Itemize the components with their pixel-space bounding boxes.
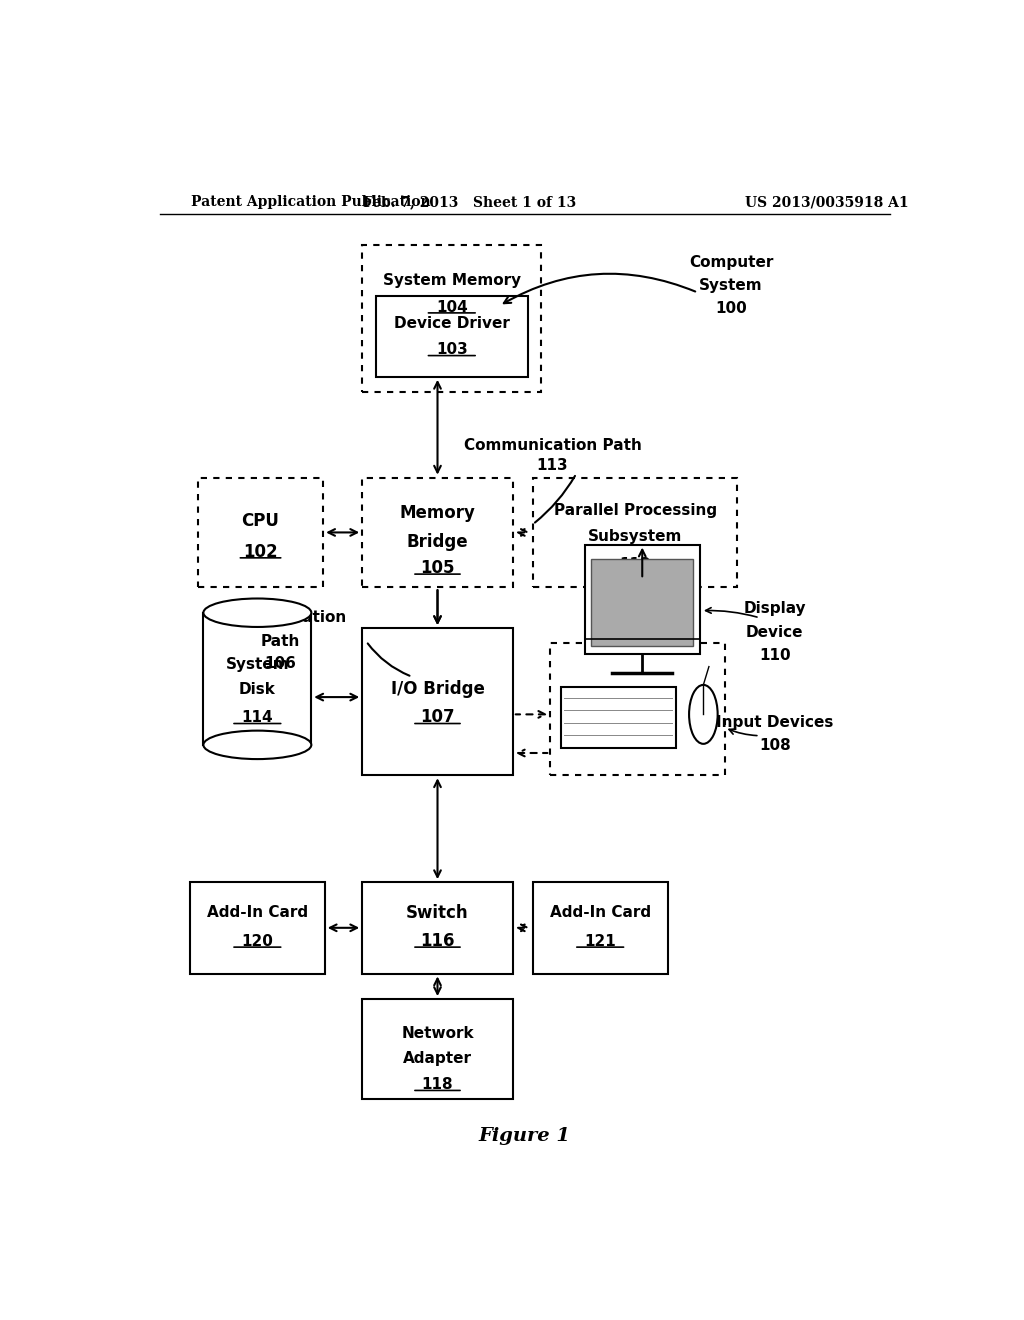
Text: I/O Bridge: I/O Bridge [390, 680, 484, 698]
Text: Device Driver: Device Driver [394, 315, 510, 330]
Text: Add-In Card: Add-In Card [207, 906, 308, 920]
Text: 120: 120 [242, 933, 273, 949]
Text: US 2013/0035918 A1: US 2013/0035918 A1 [744, 195, 908, 209]
Text: Patent Application Publication: Patent Application Publication [191, 195, 431, 209]
Bar [585, 545, 699, 655]
Text: System: System [699, 279, 763, 293]
Text: 112: 112 [620, 557, 651, 573]
Text: Communication: Communication [214, 610, 347, 626]
Text: Device: Device [746, 624, 804, 640]
Bar [591, 558, 693, 647]
Text: Path: Path [261, 634, 300, 648]
Bar [376, 296, 528, 378]
Text: 121: 121 [585, 933, 616, 949]
Text: Adapter: Adapter [403, 1052, 472, 1067]
Bar [362, 628, 513, 775]
Text: Figure 1: Figure 1 [479, 1127, 570, 1146]
Text: Feb. 7, 2013   Sheet 1 of 13: Feb. 7, 2013 Sheet 1 of 13 [362, 195, 575, 209]
Text: Switch: Switch [407, 904, 469, 921]
Text: 110: 110 [759, 648, 791, 663]
Text: CPU: CPU [242, 512, 280, 531]
Text: 104: 104 [436, 301, 468, 315]
Text: 100: 100 [715, 301, 748, 317]
Text: 102: 102 [244, 543, 278, 561]
Text: Communication Path: Communication Path [464, 437, 641, 453]
Bar [550, 643, 725, 775]
Bar [198, 478, 324, 587]
Bar [189, 882, 325, 974]
Bar [204, 612, 311, 744]
Text: 107: 107 [420, 709, 455, 726]
Text: 114: 114 [242, 710, 273, 725]
Text: 113: 113 [537, 458, 568, 473]
Text: Network: Network [401, 1026, 474, 1041]
Bar [532, 882, 668, 974]
Text: 118: 118 [422, 1077, 454, 1092]
Text: 103: 103 [436, 342, 468, 356]
Bar [560, 686, 676, 748]
Text: Disk: Disk [239, 682, 275, 697]
Bar [362, 882, 513, 974]
Text: Input Devices: Input Devices [716, 715, 834, 730]
Ellipse shape [204, 731, 311, 759]
Bar [532, 478, 737, 587]
Text: Bridge: Bridge [407, 532, 468, 550]
Text: 106: 106 [264, 656, 296, 671]
Bar [362, 999, 513, 1098]
Text: Computer: Computer [689, 255, 773, 269]
Text: System: System [225, 657, 289, 672]
Text: Memory: Memory [399, 504, 475, 523]
Text: Display: Display [743, 601, 806, 616]
Text: Parallel Processing: Parallel Processing [554, 503, 717, 517]
Text: System Memory: System Memory [383, 273, 521, 288]
Text: 105: 105 [420, 558, 455, 577]
Text: Subsystem: Subsystem [588, 529, 682, 544]
Text: 108: 108 [759, 738, 791, 754]
Ellipse shape [689, 685, 718, 744]
Text: Add-In Card: Add-In Card [550, 906, 651, 920]
Text: 116: 116 [420, 932, 455, 950]
Bar [362, 244, 541, 392]
Ellipse shape [204, 598, 311, 627]
Bar [362, 478, 513, 587]
